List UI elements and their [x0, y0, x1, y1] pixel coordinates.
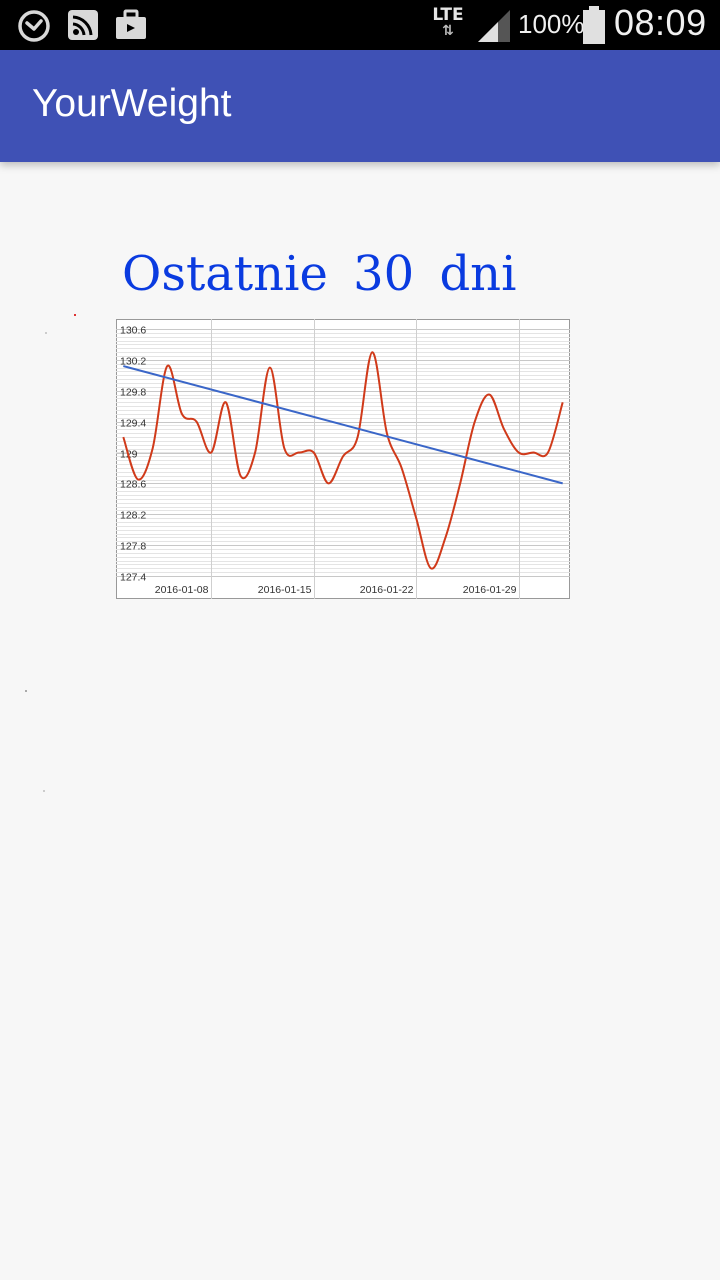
data-arrows-icon: ⇅ — [442, 23, 454, 39]
y-tick-label: 127.4 — [120, 572, 146, 584]
speck — [43, 790, 45, 792]
clock: 08:09 — [614, 2, 707, 43]
signal-icon — [476, 8, 512, 44]
x-tick-label: 2016-01-29 — [463, 584, 517, 596]
speck — [25, 690, 27, 692]
y-tick-label: 129.4 — [120, 418, 146, 430]
x-tick-label: 2016-01-08 — [155, 584, 209, 596]
y-tick-label: 128.6 — [120, 479, 146, 491]
battery-icon — [582, 6, 606, 44]
y-tick-label: 129.8 — [120, 387, 146, 399]
trend-line — [123, 365, 563, 485]
y-tick-label: 128.2 — [120, 510, 146, 522]
page-title: Ostatnie 30 dni — [122, 246, 517, 302]
alarm-icon — [16, 7, 52, 43]
chart-svg: 130.6130.2129.8129.4129128.6128.2127.812… — [116, 319, 570, 599]
cast-icon — [66, 7, 102, 43]
app-title: YourWeight — [32, 82, 232, 125]
network-type: LTE ⇅ — [428, 6, 468, 38]
speck — [74, 314, 76, 316]
y-tick-label: 127.8 — [120, 541, 146, 553]
app-bar: YourWeight — [0, 50, 720, 162]
y-tick-label: 130.2 — [120, 356, 146, 368]
speck — [45, 332, 47, 334]
chart-frame — [116, 319, 570, 599]
x-tick-label: 2016-01-15 — [258, 584, 312, 596]
briefcase-icon — [113, 7, 149, 43]
battery-percent: 100% — [518, 9, 585, 39]
weight-chart: 130.6 130.2 129.8 129.4 129 128.6 128.2 127.8 12… — [116, 319, 570, 599]
status-bar: LTE ⇅ 100% 08:09 — [0, 0, 720, 50]
y-tick-label: 130.6 — [120, 325, 146, 337]
x-tick-label: 2016-01-22 — [360, 584, 414, 596]
